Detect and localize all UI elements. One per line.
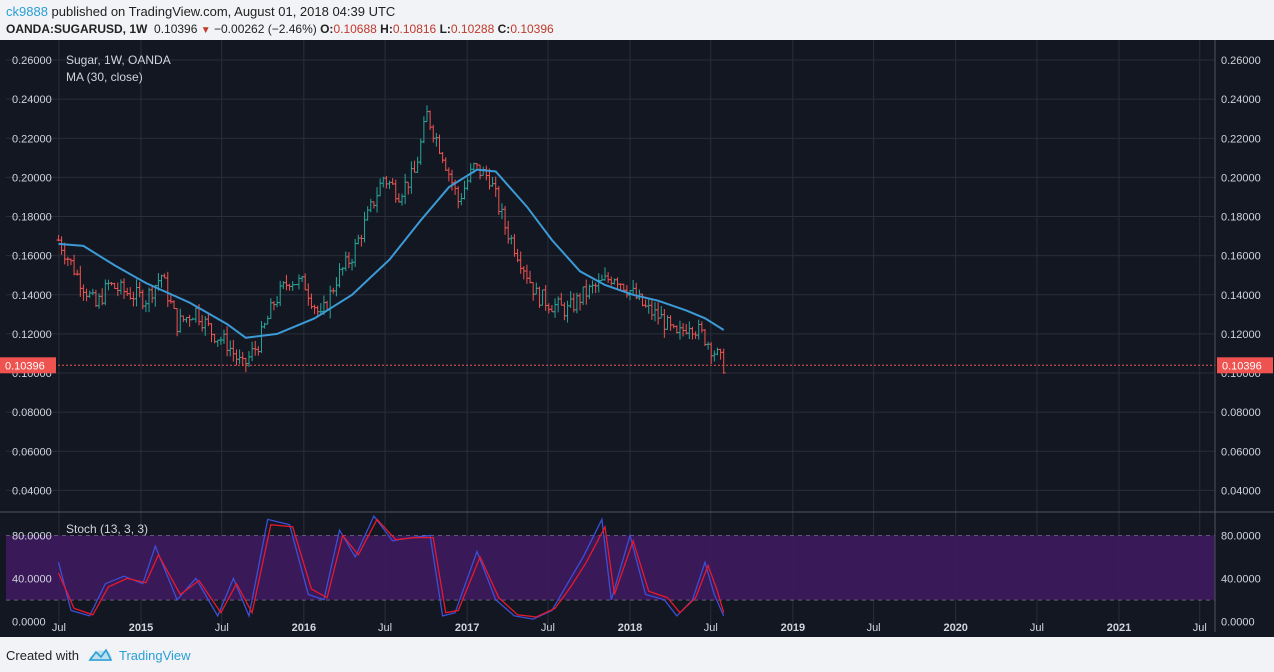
y-tick-label-left: 0.14000 bbox=[12, 290, 52, 302]
x-tick-label: 2019 bbox=[781, 622, 805, 634]
y-tick-label-left: 0.26000 bbox=[12, 55, 52, 67]
x-tick-label: Jul bbox=[1193, 622, 1207, 634]
ohlc-bar bbox=[721, 348, 726, 374]
stoch-tick-label-right: 80.0000 bbox=[1221, 530, 1261, 542]
stoch-tick-label-left: 0.0000 bbox=[12, 616, 46, 628]
open-value: 0.10688 bbox=[333, 22, 377, 36]
y-tick-label-right: 0.12000 bbox=[1221, 329, 1261, 341]
author-link[interactable]: ck9888 bbox=[6, 4, 48, 19]
stoch-legend: Stoch (13, 3, 3) bbox=[66, 522, 148, 536]
close-value: 0.10396 bbox=[510, 22, 554, 36]
down-triangle-icon: ▼ bbox=[200, 25, 211, 36]
y-tick-label-left: 0.16000 bbox=[12, 251, 52, 263]
y-tick-label-left: 0.24000 bbox=[12, 94, 52, 106]
x-tick-label: 2016 bbox=[292, 622, 316, 634]
x-tick-label: Jul bbox=[378, 622, 392, 634]
ma-legend: MA (30, close) bbox=[66, 70, 143, 84]
labels: Sugar, 1W, OANDA MA (30, close) Stoch (1… bbox=[66, 53, 171, 536]
last-price-tag-left: 0.10396 bbox=[5, 360, 45, 372]
open-label: O: bbox=[320, 22, 334, 36]
y-tick-label-right: 0.06000 bbox=[1221, 446, 1261, 458]
chart-title: Sugar, 1W, OANDA bbox=[66, 53, 171, 67]
change-value: −0.00262 (−2.46%) bbox=[214, 22, 317, 36]
x-tick-label: 2021 bbox=[1107, 622, 1131, 634]
stoch-tick-label-right: 40.0000 bbox=[1221, 573, 1261, 585]
close-label: C: bbox=[497, 22, 511, 36]
y-tick-label-right: 0.08000 bbox=[1221, 407, 1261, 419]
x-tick-label: 2017 bbox=[455, 622, 479, 634]
y-tick-label-left: 0.18000 bbox=[12, 212, 52, 224]
ohlc-bars bbox=[56, 105, 726, 374]
low-value: 0.10288 bbox=[450, 22, 495, 36]
stoch-tick-label-left: 80.0000 bbox=[12, 530, 52, 542]
x-tick-label: 2018 bbox=[618, 622, 642, 634]
axes: 0.04000 0.04000 0.06000 0.06000 0.08000 0.080… bbox=[0, 40, 1274, 634]
symbol-label: OANDA:SUGARUSD, 1W bbox=[6, 22, 148, 36]
stoch-d-line bbox=[57, 518, 725, 618]
footer: Created with TradingView bbox=[6, 647, 191, 663]
price-chart[interactable]: 0.04000 0.04000 0.06000 0.06000 0.08000 0.080… bbox=[0, 40, 1274, 637]
y-tick-label-right: 0.22000 bbox=[1221, 133, 1261, 145]
tradingview-link[interactable]: TradingView bbox=[118, 647, 191, 663]
y-tick-label-left: 0.04000 bbox=[12, 485, 52, 497]
y-tick-label-right: 0.16000 bbox=[1221, 251, 1261, 263]
y-tick-label-left: 0.06000 bbox=[12, 446, 52, 458]
publish-info: ck9888 published on TradingView.com, Aug… bbox=[6, 4, 395, 19]
tradingview-cloud-icon bbox=[88, 648, 113, 661]
y-tick-label-right: 0.14000 bbox=[1221, 290, 1261, 302]
y-tick-label-left: 0.08000 bbox=[12, 407, 52, 419]
ma-line bbox=[58, 168, 725, 339]
created-with-text: Created with bbox=[6, 647, 79, 663]
last-price-tag-right: 0.10396 bbox=[1222, 360, 1262, 372]
stoch-tick-label-right: 0.0000 bbox=[1221, 616, 1255, 628]
published-text: published on TradingView.com, August 01,… bbox=[51, 4, 396, 19]
low-label: L: bbox=[439, 22, 451, 36]
x-tick-label: Jul bbox=[541, 622, 555, 634]
x-tick-label: 2015 bbox=[129, 622, 153, 634]
last-price-tag-left-bg bbox=[0, 357, 56, 374]
y-tick-label-right: 0.20000 bbox=[1221, 172, 1261, 184]
x-tick-label: Jul bbox=[215, 622, 229, 634]
high-label: H: bbox=[380, 22, 393, 36]
y-tick-label-left: 0.22000 bbox=[12, 133, 52, 145]
y-tick-label-right: 0.26000 bbox=[1221, 55, 1261, 67]
x-tick-label: Jul bbox=[704, 622, 718, 634]
x-tick-label: Jul bbox=[867, 622, 881, 634]
last-price-tag-right-bg bbox=[1217, 357, 1273, 374]
stoch-tick-label-left: 40.0000 bbox=[12, 573, 52, 585]
y-tick-label-right: 0.24000 bbox=[1221, 94, 1261, 106]
x-tick-label: Jul bbox=[1030, 622, 1044, 634]
symbol-info-bar: OANDA:SUGARUSD, 1W 0.10396 ▼ −0.00262 (−… bbox=[6, 22, 554, 36]
last-price-value: 0.10396 bbox=[154, 22, 198, 36]
y-tick-label-left: 0.20000 bbox=[12, 172, 52, 184]
high-value: 0.10816 bbox=[392, 22, 437, 36]
y-tick-label-right: 0.04000 bbox=[1221, 485, 1261, 497]
x-tick-label: 2020 bbox=[943, 622, 967, 634]
y-tick-label-left: 0.12000 bbox=[12, 329, 52, 341]
x-tick-label: Jul bbox=[52, 622, 66, 634]
y-tick-label-right: 0.18000 bbox=[1221, 212, 1261, 224]
